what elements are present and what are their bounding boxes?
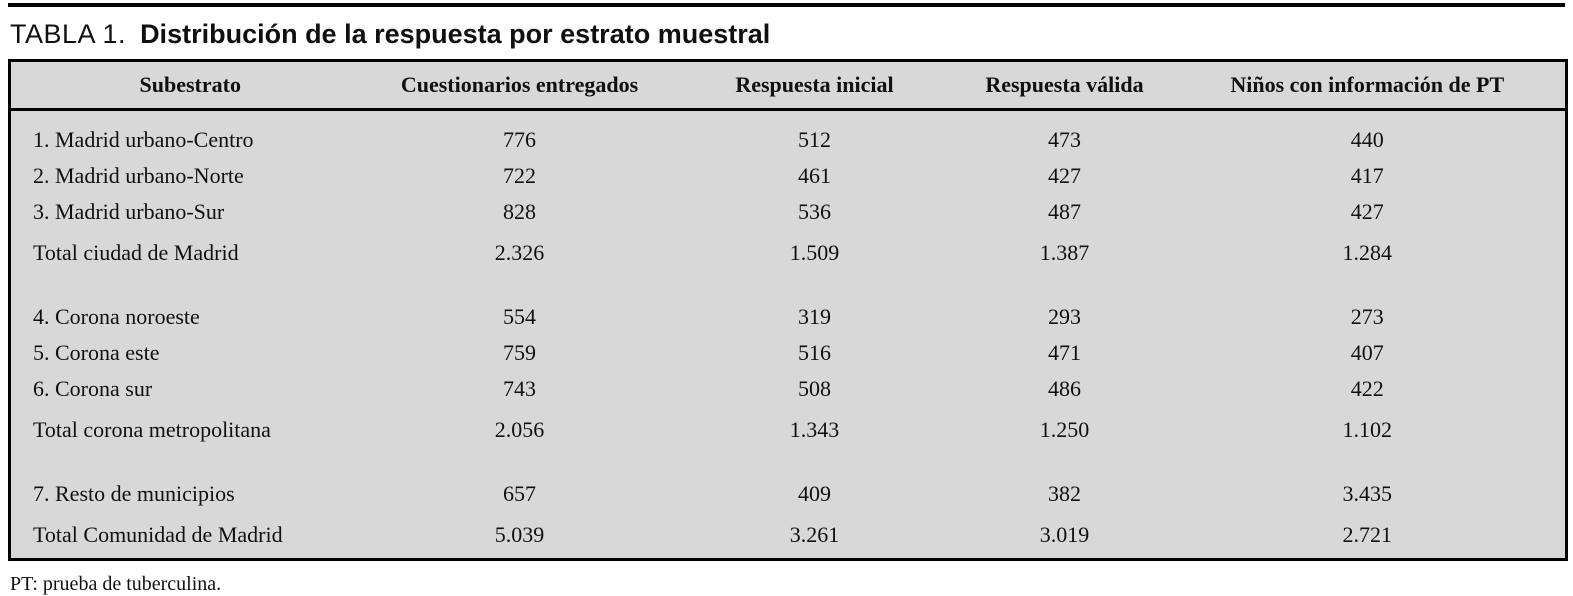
table-row: 3. Madrid urbano-Sur 828 536 487 427 bbox=[10, 194, 1567, 230]
header-row: Subestrato Cuestionarios entregados Resp… bbox=[9, 60, 1567, 111]
value-cell: 487 bbox=[1048, 199, 1081, 224]
value-cell: 536 bbox=[798, 199, 831, 224]
table-title: TABLA 1. Distribución de la respuesta por… bbox=[10, 18, 1565, 50]
value-cell: 1.509 bbox=[789, 240, 840, 265]
value-cell: 486 bbox=[1048, 376, 1081, 401]
table-row: Total Comunidad de Madrid 5.039 3.261 3.019… bbox=[10, 512, 1567, 560]
table-header: Subestrato Cuestionarios entregados Resp… bbox=[9, 60, 1567, 111]
value-cell: 722 bbox=[503, 163, 536, 188]
value-cell: 1.343 bbox=[789, 417, 840, 442]
row-label: 1. Madrid urbano-Centro bbox=[33, 127, 254, 152]
column-header-cuestionarios-entregados: Cuestionarios entregados bbox=[369, 60, 670, 111]
value-cell: 440 bbox=[1350, 127, 1384, 152]
row-label: 3. Madrid urbano-Sur bbox=[33, 199, 225, 224]
column-header-respuesta-valida: Respuesta válida bbox=[959, 60, 1170, 111]
table-body: 1. Madrid urbano-Centro 776 512 473 440 2. Ma… bbox=[10, 110, 1567, 560]
table-number-label: TABLA 1. bbox=[10, 19, 127, 49]
value-cell: 1.387 bbox=[1039, 240, 1090, 265]
value-cell: 273 bbox=[1350, 304, 1384, 329]
spacer-row bbox=[10, 453, 1567, 476]
row-label: Total corona metropolitana bbox=[33, 417, 271, 442]
value-cell: 319 bbox=[798, 304, 831, 329]
value-cell: 5.039 bbox=[494, 522, 545, 547]
value-cell: 3.435 bbox=[1342, 481, 1393, 506]
value-cell: 828 bbox=[503, 199, 536, 224]
value-cell: 2.721 bbox=[1342, 522, 1393, 547]
value-cell: 3.261 bbox=[789, 522, 840, 547]
value-cell: 1.250 bbox=[1039, 417, 1090, 442]
value-cell: 3.019 bbox=[1039, 522, 1090, 547]
page: TABLA 1. Distribución de la respuesta por… bbox=[0, 3, 1573, 596]
value-cell: 508 bbox=[798, 376, 831, 401]
table-footnote: PT: prueba de tuberculina. bbox=[10, 573, 222, 595]
table-title-text: Distribución de la respuesta por estrato… bbox=[140, 19, 771, 49]
row-label: 6. Corona sur bbox=[33, 376, 153, 401]
value-cell: 461 bbox=[798, 163, 831, 188]
spacer-row bbox=[10, 276, 1567, 299]
top-rule bbox=[8, 3, 1565, 7]
value-cell: 512 bbox=[798, 127, 831, 152]
value-cell: 1.284 bbox=[1342, 240, 1393, 265]
table-row: 1. Madrid urbano-Centro 776 512 473 440 bbox=[10, 110, 1567, 159]
spacer-cell bbox=[10, 276, 1567, 299]
value-cell: 293 bbox=[1048, 304, 1081, 329]
row-label: 2. Madrid urbano-Norte bbox=[33, 163, 244, 188]
value-cell: 409 bbox=[798, 481, 831, 506]
table-row: 4. Corona noroeste 554 319 293 273 bbox=[10, 299, 1567, 335]
value-cell: 2.326 bbox=[494, 240, 545, 265]
value-cell: 1.102 bbox=[1342, 417, 1393, 442]
value-cell: 427 bbox=[1048, 163, 1081, 188]
value-cell: 471 bbox=[1048, 340, 1081, 365]
column-header-respuesta-inicial: Respuesta inicial bbox=[669, 60, 960, 111]
row-label: 5. Corona este bbox=[33, 340, 160, 365]
value-cell: 2.056 bbox=[494, 417, 545, 442]
row-label: Total Comunidad de Madrid bbox=[33, 522, 283, 547]
value-cell: 516 bbox=[798, 340, 831, 365]
column-header-ninos-con-informacion-de-pt: Niños con información de PT bbox=[1169, 60, 1567, 111]
value-cell: 554 bbox=[503, 304, 536, 329]
column-header-subestrato: Subestrato bbox=[9, 60, 370, 111]
table-row: 2. Madrid urbano-Norte 722 461 427 417 bbox=[10, 158, 1567, 194]
row-label: 4. Corona noroeste bbox=[33, 304, 200, 329]
table-row: Total corona metropolitana 2.056 1.343 1.25… bbox=[10, 407, 1567, 453]
value-cell: 657 bbox=[503, 481, 536, 506]
row-label: 7. Resto de municipios bbox=[33, 481, 235, 506]
spacer-cell bbox=[10, 453, 1567, 476]
table-row: 7. Resto de municipios 657 409 382 3.435 bbox=[10, 476, 1567, 512]
value-cell: 776 bbox=[503, 127, 536, 152]
value-cell: 382 bbox=[1048, 481, 1081, 506]
table-row: 6. Corona sur 743 508 486 422 bbox=[10, 371, 1567, 407]
row-label: Total ciudad de Madrid bbox=[33, 240, 239, 265]
data-table: Subestrato Cuestionarios entregados Resp… bbox=[8, 59, 1568, 561]
value-cell: 407 bbox=[1350, 340, 1384, 365]
table-row: 5. Corona este 759 516 471 407 bbox=[10, 335, 1567, 371]
value-cell: 759 bbox=[503, 340, 536, 365]
value-cell: 417 bbox=[1350, 163, 1384, 188]
value-cell: 473 bbox=[1048, 127, 1081, 152]
table-row: Total ciudad de Madrid 2.326 1.509 1.387 1.2… bbox=[10, 230, 1567, 276]
value-cell: 743 bbox=[503, 376, 536, 401]
value-cell: 422 bbox=[1350, 376, 1384, 401]
value-cell: 427 bbox=[1350, 199, 1384, 224]
